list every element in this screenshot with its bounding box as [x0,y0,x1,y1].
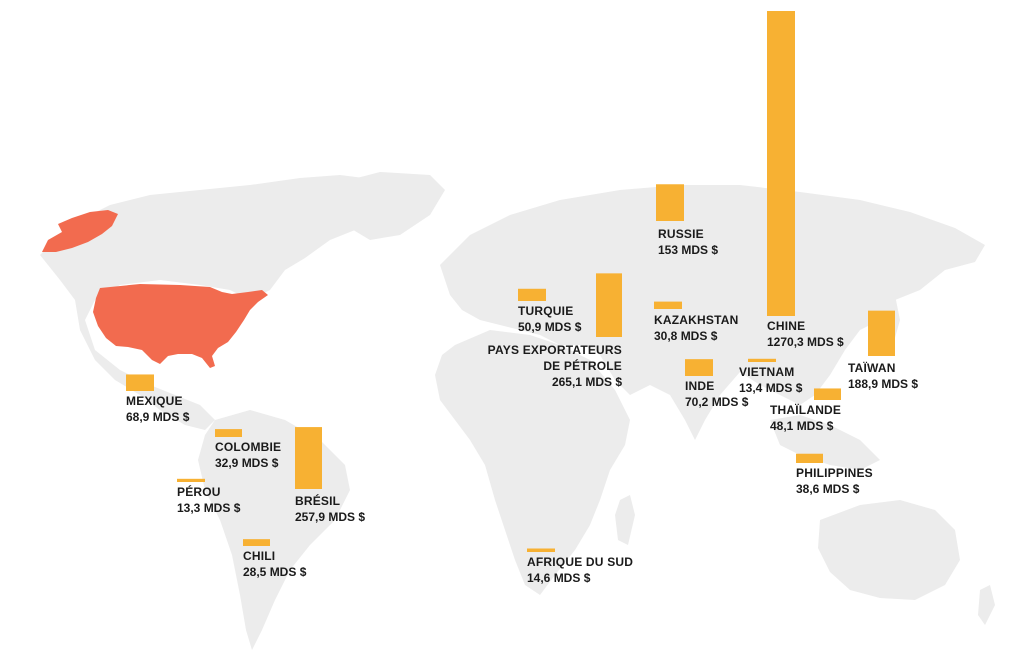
label-philippines: PHILIPPINES 38,6 MDS $ [796,465,873,497]
label-vietnam: VIETNAM 13,4 MDS $ [739,364,802,396]
land-uk [452,255,470,285]
export-value: 28,5 MDS $ [243,565,307,579]
export-value: 30,8 MDS $ [654,329,718,343]
land-greenland [330,172,445,240]
label-taiwan: TAÏWAN 188,9 MDS $ [848,360,918,392]
land-north-america [40,175,395,430]
label-chine: CHINE 1270,3 MDS $ [767,318,844,350]
label-thailande: THAÏLANDE 48,1 MDS $ [770,402,841,434]
bar-taiwan [868,310,895,356]
export-value: 188,9 MDS $ [848,377,919,391]
alaska [42,210,118,252]
country-name: CHINE [767,319,806,333]
country-name: KAZAKHSTAN [654,313,739,327]
bar-chine [767,11,795,316]
export-value: 1270,3 MDS $ [767,335,844,349]
export-value: 14,6 MDS $ [527,571,591,585]
export-value: 38,6 MDS $ [796,482,860,496]
country-name: PÉROU [177,485,221,499]
country-name: VIETNAM [739,365,795,379]
bar-kazakhstan [654,301,682,309]
country-name: TURQUIE [518,304,574,318]
label-perou: PÉROU 13,3 MDS $ [177,484,240,516]
land-australia [818,500,960,600]
bar-chili [243,539,270,546]
land-eurasia [440,185,985,440]
land-new-zealand [978,585,995,625]
export-bars [126,11,895,552]
export-value: 48,1 MDS $ [770,419,834,433]
export-value: 32,9 MDS $ [215,456,279,470]
united-states [93,284,268,368]
export-value: 13,3 MDS $ [177,501,241,515]
bar-vietnam [748,358,776,362]
land-southeast-asia [770,415,880,470]
label-kazakhstan: KAZAKHSTAN 30,8 MDS $ [654,312,738,344]
country-name: CHILI [243,549,276,563]
export-value: 153 MDS $ [658,243,719,257]
label-afrique-du-sud: AFRIQUE DU SUD 14,6 MDS $ [527,554,633,586]
export-value: 265,1 MDS $ [551,375,622,389]
country-name: PAYS EXPORTATEURS [487,343,622,357]
label-colombie: COLOMBIE 32,9 MDS $ [215,439,281,471]
bar-mexique [126,374,154,391]
export-value: 50,9 MDS $ [518,320,582,334]
bar-colombie [215,429,242,437]
country-name: MEXIQUE [126,394,183,408]
land-madagascar [615,495,635,545]
label-pays-exportateurs: PAYS EXPORTATEURS DE PÉTROLE 265,1 MDS $ [488,342,622,390]
bar-turquie [518,288,546,301]
label-turquie: TURQUIE 50,9 MDS $ [518,303,581,335]
land-africa [435,330,630,595]
bar-bresil [295,427,322,489]
bar-pays-exportateurs [596,273,622,337]
export-value: 70,2 MDS $ [685,395,749,409]
bar-russie [656,184,684,221]
bar-afrique-du-sud [527,548,555,552]
country-name: TAÏWAN [848,361,896,375]
label-mexique: MEXIQUE 68,9 MDS $ [126,393,189,425]
country-name: COLOMBIE [215,440,282,454]
label-russie: RUSSIE 153 MDS $ [658,226,718,258]
country-name: RUSSIE [658,227,704,241]
label-chili: CHILI 28,5 MDS $ [243,548,306,580]
country-name: AFRIQUE DU SUD [527,555,634,569]
bar-perou [177,478,205,482]
bar-thailande [814,388,841,400]
country-name-line2: DE PÉTROLE [543,359,622,373]
label-bresil: BRÉSIL 257,9 MDS $ [295,493,365,525]
country-name: THAÏLANDE [770,403,842,417]
export-value: 68,9 MDS $ [126,410,190,424]
country-name: BRÉSIL [295,494,341,508]
label-inde: INDE 70,2 MDS $ [685,378,748,410]
export-value: 13,4 MDS $ [739,381,803,395]
bar-philippines [796,453,823,463]
export-value: 257,9 MDS $ [295,510,366,524]
bar-inde [685,359,713,376]
country-name: INDE [685,379,715,393]
country-name: PHILIPPINES [796,466,873,480]
